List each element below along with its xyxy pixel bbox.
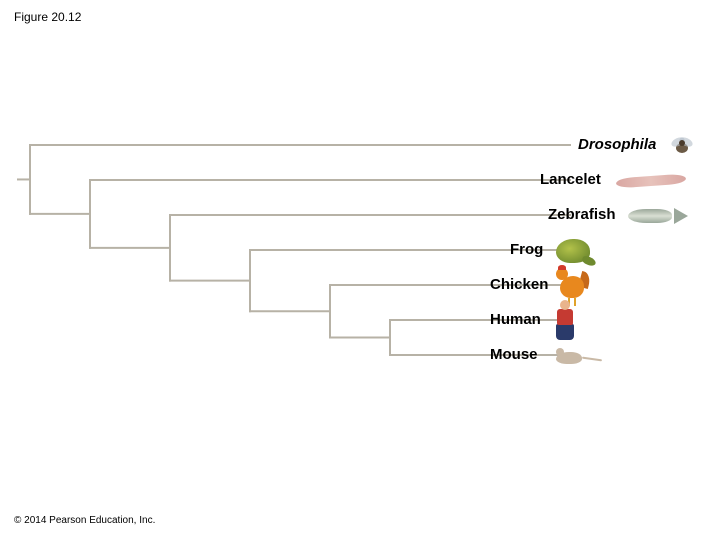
- lancelet-icon: [616, 176, 686, 186]
- frog-icon: [556, 239, 590, 263]
- mouse-icon: [550, 346, 592, 368]
- copyright-line: © 2014 Pearson Education, Inc.: [14, 515, 155, 526]
- taxon-label-frog: Frog: [510, 241, 543, 258]
- taxon-label-lancelet: Lancelet: [540, 171, 601, 188]
- taxon-label-zebrafish: Zebrafish: [548, 206, 616, 223]
- fish-icon: [628, 205, 688, 227]
- taxon-label-human: Human: [490, 311, 541, 328]
- human-icon: [548, 300, 582, 344]
- taxon-label-mouse: Mouse: [490, 346, 538, 363]
- fly-icon: [668, 134, 696, 161]
- cladogram-tree: [0, 0, 720, 540]
- taxon-label-drosophila: Drosophila: [578, 136, 656, 153]
- taxon-label-chicken: Chicken: [490, 276, 548, 293]
